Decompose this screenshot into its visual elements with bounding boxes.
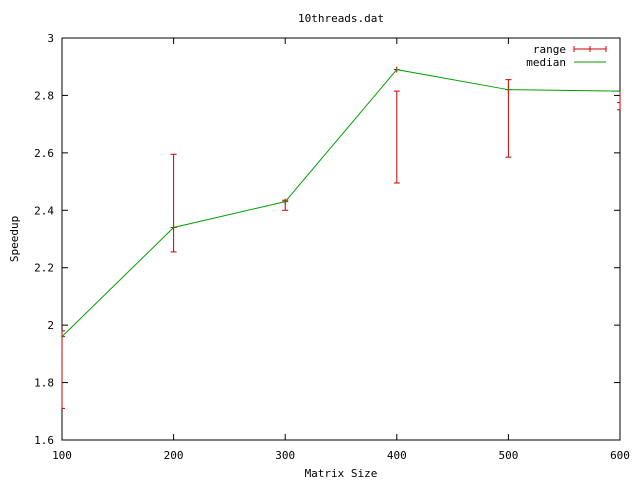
- y-tick-label: 1.8: [34, 377, 54, 390]
- y-tick-label: 1.6: [34, 434, 54, 447]
- median-point: [396, 68, 398, 71]
- x-axis-label: Matrix Size: [305, 467, 378, 480]
- median-point: [284, 200, 287, 203]
- x-tick-label: 200: [164, 449, 184, 462]
- median-point: [61, 335, 63, 338]
- axes-ticks: 1.6 1.8 2 2.2 2.4 2.6 2.8 3 100 200 300 400 500 600: [34, 32, 630, 462]
- y-tick-label: 2.6: [34, 147, 54, 160]
- median-line: [61, 69, 621, 337]
- error-bar: [282, 198, 289, 211]
- x-tick-label: 100: [52, 449, 72, 462]
- error-bar: [170, 153, 177, 253]
- x-tick-label: 300: [275, 449, 295, 462]
- x-tick-label: 600: [610, 449, 630, 462]
- plot-border: [61, 37, 621, 441]
- y-tick-label: 2.4: [34, 204, 54, 217]
- series-layer: [61, 66, 621, 409]
- error-bar: [393, 66, 400, 184]
- median-point: [619, 90, 621, 92]
- legend-label-range: range: [533, 43, 566, 56]
- median-point: [507, 88, 510, 91]
- y-tick-label: 2.2: [34, 262, 54, 275]
- median-point: [172, 226, 175, 229]
- x-tick-label: 500: [498, 449, 518, 462]
- y-tick-label: 3: [47, 32, 54, 45]
- error-bar: [61, 330, 65, 409]
- error-bar: [505, 79, 512, 158]
- error-bar: [617, 90, 621, 111]
- chart-title: 10threads.dat: [298, 12, 384, 25]
- legend-label-median: median: [526, 56, 566, 69]
- x-tick-label: 400: [387, 449, 407, 462]
- y-tick-label: 2: [47, 319, 54, 332]
- y-tick-label: 2.8: [34, 89, 54, 102]
- y-axis-label: Speedup: [8, 216, 21, 262]
